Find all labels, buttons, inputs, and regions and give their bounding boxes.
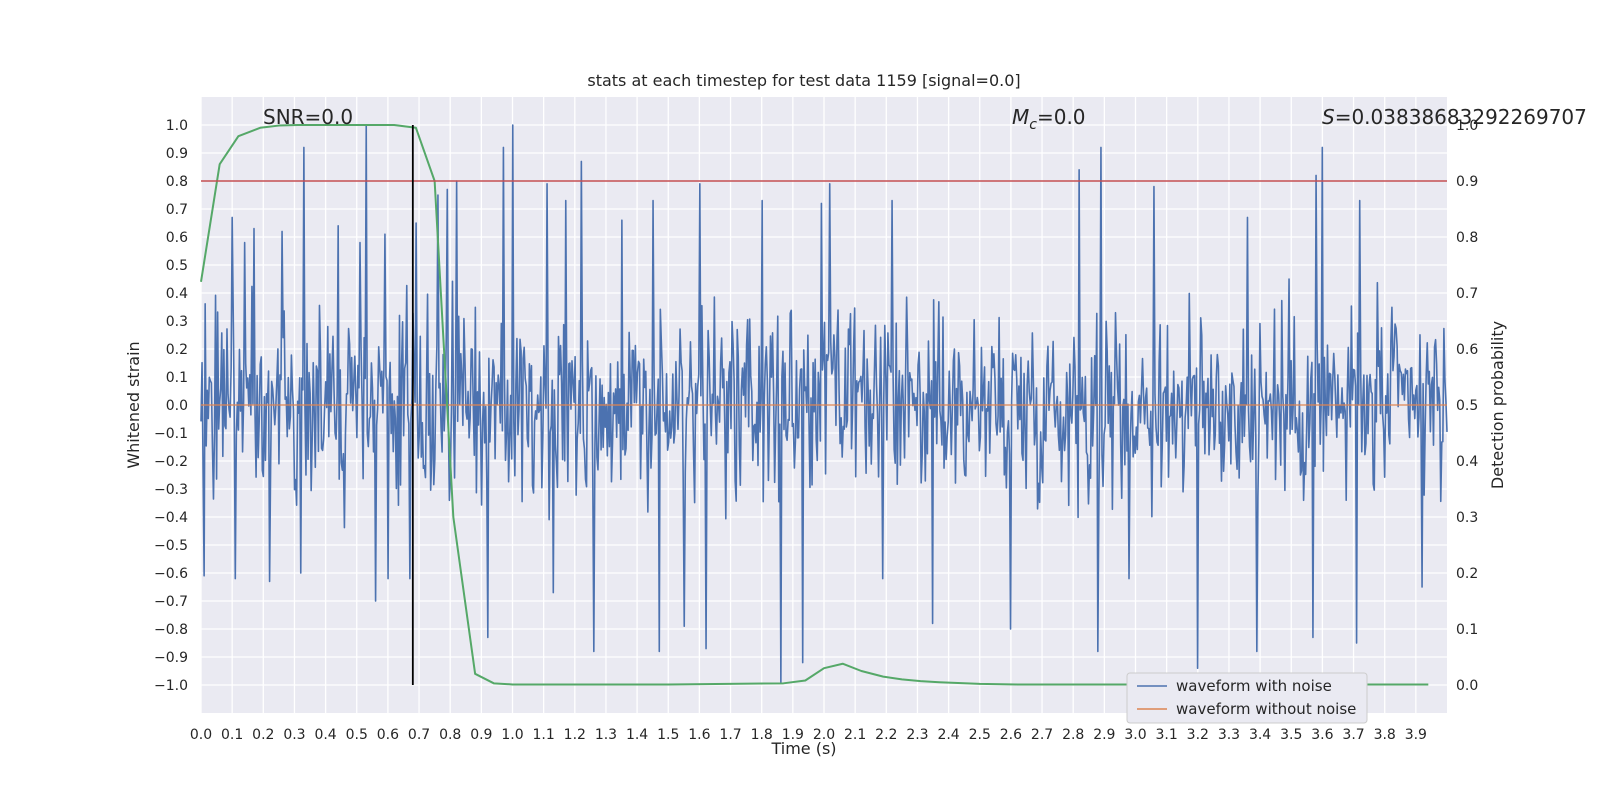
score-annotation: S=0.03838683292269707	[1322, 105, 1587, 129]
y2-tick-label: 0.1	[1456, 622, 1478, 638]
x-tick-label: 2.9	[1093, 727, 1115, 743]
x-tick-label: 0.9	[470, 727, 492, 743]
y2-tick-label: 0.8	[1456, 230, 1478, 246]
y-tick-label: −1.0	[154, 678, 188, 694]
y2-axis-ticks: 1.0 0.9 0.8 0.7 0.6 0.5 0.4 0.3 0.2 0.1 0.0	[1456, 118, 1478, 694]
y-tick-label: −0.8	[154, 622, 188, 638]
legend: waveform with noise waveform without noi…	[1126, 672, 1368, 724]
x-tick-label: 2.1	[844, 727, 866, 743]
x-tick-label: 1.9	[782, 727, 804, 743]
y-tick-label: 0.4	[166, 286, 188, 302]
x-tick-label: 1.1	[533, 727, 555, 743]
legend-label-noise: waveform with noise	[1176, 677, 1332, 695]
x-tick-label: 0.2	[252, 727, 274, 743]
snr-annotation: SNR=0.0	[263, 105, 353, 129]
y-tick-label: 0.7	[166, 202, 188, 218]
x-tick-label: 1.6	[688, 727, 710, 743]
y-tick-label: 0.6	[166, 230, 188, 246]
y2-tick-label: 0.9	[1456, 174, 1478, 190]
y-tick-label: −0.4	[154, 510, 188, 526]
noise-waveform-line	[200, 124, 1448, 683]
y2-tick-label: 0.3	[1456, 510, 1478, 526]
x-tick-label: 1.2	[564, 727, 586, 743]
x-tick-label: 3.6	[1311, 727, 1333, 743]
y2-tick-label: 0.2	[1456, 566, 1478, 582]
y-tick-label: 0.9	[166, 146, 188, 162]
x-tick-label: 2.4	[937, 727, 959, 743]
x-tick-label: 3.5	[1280, 727, 1302, 743]
x-tick-label: 0.4	[314, 727, 336, 743]
y-axis-ticks: 1.0 0.9 0.8 0.7 0.6 0.5 0.4 0.3 0.2 0.1 0.0 −0.1 −0.…	[154, 118, 188, 694]
x-tick-label: 3.9	[1405, 727, 1427, 743]
legend-box	[1126, 672, 1368, 724]
y-tick-label: −0.1	[154, 426, 188, 442]
y-tick-label: 0.3	[166, 314, 188, 330]
y2-tick-label: 1.0	[1456, 118, 1478, 134]
reference-lines	[201, 125, 1447, 685]
y-tick-label: −0.2	[154, 454, 188, 470]
x-tick-label: 0.1	[221, 727, 243, 743]
x-tick-label: 3.7	[1342, 727, 1364, 743]
x-tick-label: 1.4	[626, 727, 648, 743]
legend-label-clean: waveform without noise	[1176, 700, 1356, 718]
x-tick-label: 2.6	[1000, 727, 1022, 743]
x-tick-label: 3.0	[1124, 727, 1146, 743]
y2-tick-label: 0.6	[1456, 342, 1478, 358]
chart-title: stats at each timestep for test data 115…	[587, 71, 1020, 90]
x-tick-label: 2.3	[906, 727, 928, 743]
y-axis-label: Whitened strain	[124, 341, 143, 468]
y-tick-label: −0.3	[154, 482, 188, 498]
series-waveform-with-noise	[200, 124, 1448, 683]
x-tick-label: 1.3	[595, 727, 617, 743]
x-tick-label: 2.5	[969, 727, 991, 743]
y-tick-label: 0.2	[166, 342, 188, 358]
x-tick-label: 1.7	[719, 727, 741, 743]
x-tick-label: 2.7	[1031, 727, 1053, 743]
x-tick-label: 0.8	[439, 727, 461, 743]
y-tick-label: 0.1	[166, 370, 188, 386]
y-tick-label: 0.8	[166, 174, 188, 190]
x-tick-label: 3.4	[1249, 727, 1271, 743]
series-detection-probability	[200, 124, 1429, 686]
y2-tick-label: 0.7	[1456, 286, 1478, 302]
x-axis-ticks: 0.0 0.1 0.2 0.3 0.4 0.5 0.6 0.7 0.8 0.9 1.0 1.1 1.2 1…	[190, 727, 1427, 743]
x-axis-label: Time (s)	[770, 739, 836, 758]
x-tick-label: 1.5	[657, 727, 679, 743]
y-tick-label: −0.5	[154, 538, 188, 554]
x-tick-label: 3.1	[1156, 727, 1178, 743]
y2-tick-label: 0.5	[1456, 398, 1478, 414]
detection-probability-line	[200, 124, 1429, 686]
y-tick-label: −0.7	[154, 594, 188, 610]
x-tick-label: 0.7	[408, 727, 430, 743]
x-tick-label: 0.5	[346, 727, 368, 743]
y2-tick-label: 0.0	[1456, 678, 1478, 694]
chirp-mass-annotation: Mc=0.0	[1012, 105, 1086, 133]
x-tick-label: 2.0	[813, 727, 835, 743]
y2-axis-label: Detection probability	[1488, 321, 1507, 489]
x-tick-label: 2.8	[1062, 727, 1084, 743]
x-tick-label: 1.8	[751, 727, 773, 743]
y-tick-label: 1.0	[166, 118, 188, 134]
y-tick-label: 0.5	[166, 258, 188, 274]
x-tick-label: 3.2	[1187, 727, 1209, 743]
x-tick-label: 3.3	[1218, 727, 1240, 743]
x-tick-label: 2.2	[875, 727, 897, 743]
y-tick-label: −0.9	[154, 650, 188, 666]
y2-tick-label: 0.4	[1456, 454, 1478, 470]
x-tick-label: 0.6	[377, 727, 399, 743]
x-tick-label: 1.0	[501, 727, 523, 743]
x-tick-label: 3.8	[1374, 727, 1396, 743]
x-tick-label: 0.0	[190, 727, 212, 743]
y-tick-label: 0.0	[166, 398, 188, 414]
x-tick-label: 0.3	[283, 727, 305, 743]
y-tick-label: −0.6	[154, 566, 188, 582]
